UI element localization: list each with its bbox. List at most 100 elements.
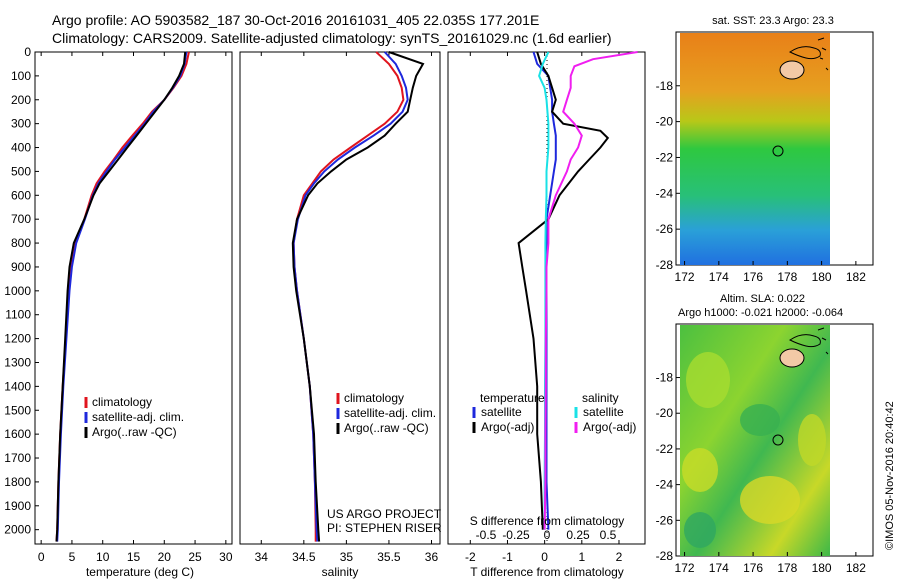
sst-field (680, 33, 830, 265)
y-tick-label: 800 (11, 236, 31, 250)
diff-legend-t-satellite: satellite (481, 405, 522, 419)
salinity-panel: 34 34.5 35 35.5 36 salinity climatology sate… (239, 51, 442, 579)
salinity-legend: climatology satellite-adj. clim. Argo(..… (336, 391, 436, 435)
x-tick-label: -2 (465, 550, 476, 564)
s-tick: -0.25 (502, 528, 530, 542)
diff-legend-s-satellite: satellite (583, 405, 624, 419)
s-difference-ticks: -0.5 -0.25 0 0.25 0.5 (476, 528, 617, 542)
x-tick-label: 1 (578, 550, 585, 564)
x-tick-label: 20 (158, 550, 172, 564)
x-tick-label: 0 (541, 550, 548, 564)
map-x-tick-label: 174 (709, 561, 729, 575)
s-difference-label: S difference from climatology (470, 514, 625, 528)
map-y-tick-label: -28 (656, 549, 674, 563)
y-tick-label: 1900 (4, 499, 31, 513)
x-tick-label: 5 (69, 550, 76, 564)
map-y-tick-label: -18 (656, 371, 674, 385)
series-line-salinity-argo-adj- (543, 51, 638, 530)
map-x-tick-label: 180 (812, 561, 832, 575)
sal-legend-argo: Argo(..raw -QC) (344, 421, 429, 435)
y-tick-label: 1700 (4, 451, 31, 465)
argo-location-marker-sla (772, 434, 784, 446)
temp-legend-argo: Argo(..raw -QC) (92, 425, 177, 439)
diff-legend-salinity: salinity (582, 391, 619, 405)
difference-panel: -2 -1 0 1 2 T difference from climatology S … (447, 51, 646, 579)
map-y-tick-label: -22 (656, 442, 674, 456)
y-tick-label: 1200 (4, 332, 31, 346)
map-y-tick-label: -22 (656, 150, 674, 164)
y-tick-label: 1100 (5, 308, 31, 322)
y-tick-label: 1800 (4, 475, 31, 489)
fiji-islands (779, 37, 829, 80)
temperature-panel: 0100200300400500600700800900100011001200… (4, 45, 233, 579)
sla-map-title-1: Altim. SLA: 0.022 (720, 293, 805, 305)
map-x-tick-label: 172 (675, 270, 695, 284)
map-x-tick-label: 176 (743, 561, 763, 575)
x-tick-label: -1 (502, 550, 513, 564)
y-tick-label: 100 (11, 69, 31, 83)
temperature-axes-frame (34, 51, 233, 545)
sla-map-panel: Altim. SLA: 0.022 Argo h1000: -0.021 h20… (656, 293, 874, 575)
sla-blobs (682, 352, 826, 548)
map-x-tick-label: 182 (846, 561, 866, 575)
y-tick-label: 1400 (4, 379, 31, 393)
map-y-tick-label: -26 (656, 222, 674, 236)
sst-map-panel: sat. SST: 23.3 Argo: 23.3 (656, 15, 874, 284)
salinity-xlabel: salinity (322, 565, 359, 579)
map-x-tick-label: 178 (777, 561, 797, 575)
map-y-tick-label: -20 (656, 406, 674, 420)
x-tick-label: 34 (255, 550, 269, 564)
map-y-tick-label: -26 (656, 513, 674, 527)
temp-legend-satellite: satellite-adj. clim. (92, 410, 184, 424)
sla-map-title-2: Argo h1000: -0.021 h2000: -0.064 (678, 307, 843, 319)
temperature-xlabel: temperature (deg C) (86, 565, 194, 579)
y-tick-label: 2000 (4, 523, 31, 537)
temperature-diff-legend: temperature satellite Argo(-adj) (472, 391, 545, 434)
x-tick-label: 0 (38, 550, 45, 564)
map-x-tick-label: 178 (777, 270, 797, 284)
map-y-tick-label: -18 (656, 79, 674, 93)
map-x-tick-label: 172 (675, 561, 695, 575)
y-tick-label: 0 (24, 45, 31, 59)
y-tick-label: 900 (11, 260, 31, 274)
x-tick-label: 10 (96, 550, 110, 564)
map-y-tick-label: -24 (656, 478, 674, 492)
map-x-tick-label: 180 (812, 270, 832, 284)
x-tick-label: 25 (188, 550, 202, 564)
salinity-diff-legend: salinity satellite Argo(-adj) (574, 391, 636, 434)
map-y-tick-label: -28 (656, 258, 674, 272)
imos-watermark: ©IMOS 05-Nov-2016 20:40:42 (884, 401, 896, 550)
map-y-tick-label: -24 (656, 186, 674, 200)
x-tick-label: 34.5 (292, 550, 316, 564)
x-tick-label: 15 (127, 550, 141, 564)
map-x-tick-label: 182 (846, 270, 866, 284)
figure-title-line2: Climatology: CARS2009. Satellite-adjuste… (52, 30, 612, 46)
fiji-islands-sla (779, 327, 829, 368)
y-tick-label: 600 (11, 188, 31, 202)
series-line-temperature-argo-adj- (517, 51, 610, 530)
y-tick-label: 300 (11, 117, 31, 131)
y-tick-label: 200 (11, 93, 31, 107)
y-tick-label: 1300 (4, 355, 31, 369)
difference-xlabel: T difference from climatology (470, 565, 624, 579)
temperature-legend: climatology satellite-adj. clim. Argo(..… (84, 395, 184, 439)
diff-legend-temperature: temperature (480, 391, 545, 405)
x-tick-label: 2 (616, 550, 623, 564)
pi-annotation: PI: STEPHEN RISER (327, 521, 442, 535)
x-tick-label: 35 (340, 550, 354, 564)
y-tick-label: 1600 (4, 427, 31, 441)
y-tick-label: 400 (11, 141, 31, 155)
diff-legend-s-argo: Argo(-adj) (583, 420, 636, 434)
sal-legend-satellite: satellite-adj. clim. (344, 406, 436, 420)
x-tick-label: 36 (425, 550, 439, 564)
s-tick: 0.25 (566, 528, 590, 542)
series-line-argo-raw-qc- (55, 51, 187, 542)
project-annotation: US ARGO PROJECT (327, 507, 442, 521)
s-tick: 0 (544, 528, 551, 542)
sal-legend-climatology: climatology (344, 391, 404, 405)
sst-map-title: sat. SST: 23.3 Argo: 23.3 (712, 15, 834, 27)
figure-title-line1: Argo profile: AO 5903582_187 30-Oct-2016… (52, 12, 540, 28)
temp-legend-climatology: climatology (92, 395, 152, 409)
s-tick: -0.5 (476, 528, 497, 542)
